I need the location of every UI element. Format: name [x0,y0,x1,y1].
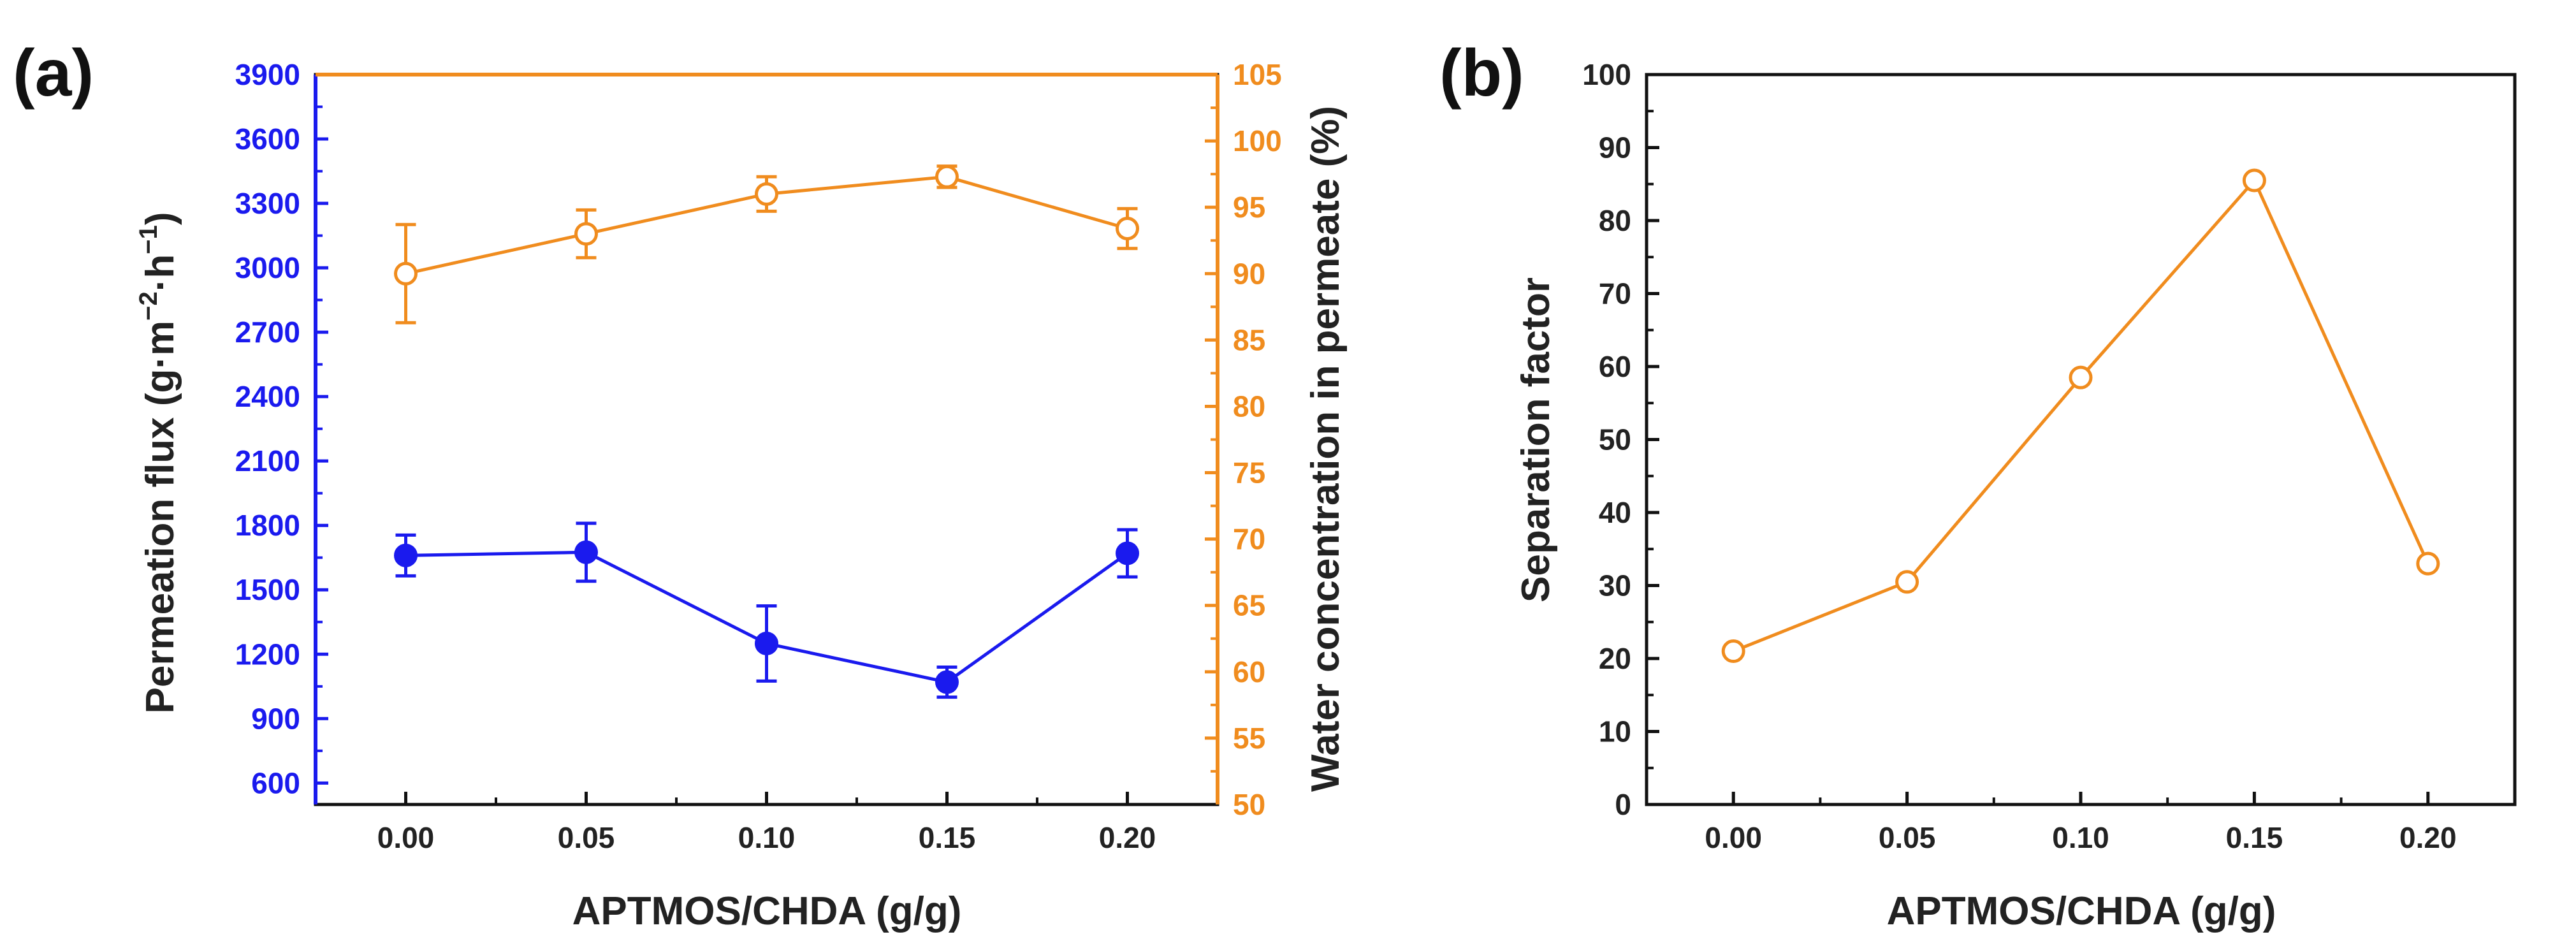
left-tick-label: 900 [251,702,300,735]
x-tick-label: 0.00 [1705,821,1762,854]
left-tick-label: 3300 [235,187,300,220]
left-axis-title: Permeation flux (g·m−2·h−1) [135,212,182,713]
right-tick-label: 95 [1233,191,1265,224]
y-tick-label: 80 [1599,204,1631,237]
left-tick-label: 1800 [235,509,300,542]
right-tick-label: 75 [1233,456,1265,490]
separation-factor-point [2242,168,2266,193]
separation-factor-point [1721,639,1745,664]
permeation-flux-point [1116,541,1139,565]
y-axis-ticks: 0 10 20 30 40 50 60 70 80 90 100 [1582,58,1659,821]
y-tick-label: 70 [1599,277,1631,310]
permeation-flux-point [394,543,418,567]
separation-factor-series [1721,168,2440,664]
right-tick-label: 105 [1233,58,1282,91]
permeation-flux-point [574,540,598,564]
left-tick-label: 2100 [235,444,300,477]
right-tick-label: 50 [1233,788,1265,821]
plot-frame [1645,73,2517,806]
water-concentration-point [1116,216,1139,240]
x-tick-label: 0.20 [1099,821,1156,854]
right-tick-label: 55 [1233,722,1265,755]
water-concentration-point [574,222,598,246]
separation-factor-point [1895,570,1919,594]
x-tick-label: 0.05 [1879,821,1936,854]
left-tick-label: 2400 [235,380,300,413]
y-tick-label: 20 [1599,642,1631,675]
x-tick-label: 0.10 [2052,821,2109,854]
permeation-flux-point [935,670,959,694]
y-tick-label: 40 [1599,496,1631,529]
separation-factor-line [1733,177,2430,653]
left-tick-label: 600 [251,766,300,799]
right-tick-label: 60 [1233,655,1265,688]
y-tick-label: 50 [1599,423,1631,456]
permeation-flux-series [394,521,1139,699]
left-tick-label: 3600 [235,122,300,156]
right-tick-label: 70 [1233,523,1265,556]
separation-factor-point [2416,551,2440,576]
x-tick-label: 0.05 [558,821,615,854]
x-tick-label: 0.15 [2226,821,2283,854]
water-concentration-point [394,261,418,286]
left-tick-label: 1500 [235,573,300,606]
water-concentration-point [935,164,959,189]
x-axis-ticks: 0.00 0.05 0.10 0.15 0.20 [377,792,1156,854]
separation-factor-point [2069,365,2093,389]
water-concentration-point [755,182,778,206]
right-axis-ticks: 50 55 60 65 70 75 80 85 90 95 100 105 [1205,58,1282,821]
left-tick-label: 3000 [235,251,300,284]
y-tick-label: 30 [1599,569,1631,602]
left-tick-label: 2700 [235,316,300,349]
left-tick-label: 3900 [235,58,300,91]
right-tick-label: 80 [1233,389,1265,423]
permeation-flux-point [755,631,778,655]
x-tick-label: 0.00 [377,821,435,854]
x-tick-label: 0.20 [2399,821,2457,854]
x-axis-title: APTMOS/CHDA (g/g) [1887,889,2276,933]
y-axis-title: Separation factor [1514,277,1558,602]
y-tick-label: 60 [1599,350,1631,383]
right-tick-label: 85 [1233,323,1265,356]
right-tick-label: 90 [1233,257,1265,290]
y-tick-label: 90 [1599,131,1631,164]
panel-a-label: (a) [13,36,94,110]
panel-b-label: (b) [1439,36,1524,110]
left-tick-label: 1200 [235,637,300,671]
x-axis-title: APTMOS/CHDA (g/g) [572,889,962,933]
x-axis-ticks: 0.00 0.05 0.10 0.15 0.20 [1705,792,2457,854]
y-tick-label: 100 [1582,58,1631,91]
left-axis-ticks: 600 900 1200 1500 1800 2100 2400 2700 3000 3300 36… [235,58,328,799]
y-tick-label: 0 [1615,788,1631,821]
right-tick-label: 65 [1233,589,1265,622]
right-tick-label: 100 [1233,124,1282,157]
right-axis-title: Water concentration in permeate (%) [1304,106,1348,792]
panel-a: (a) 600 900 1200 1500 1800 2100 2400 2700 3000 33… [13,36,1348,933]
x-tick-label: 0.10 [738,821,796,854]
y-tick-label: 10 [1599,715,1631,748]
water-concentration-series [394,164,1139,324]
x-tick-label: 0.15 [919,821,976,854]
